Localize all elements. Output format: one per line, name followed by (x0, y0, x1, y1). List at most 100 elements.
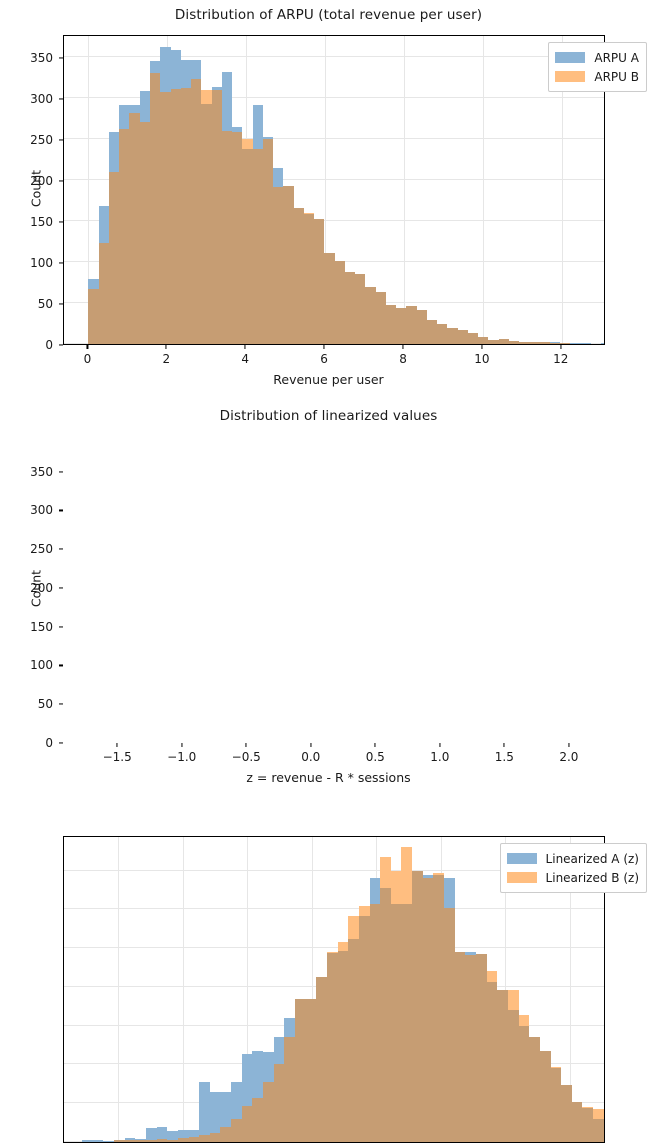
histogram-bar (199, 1082, 210, 1142)
histogram-bar (467, 332, 479, 344)
histogram-bar (262, 138, 274, 344)
histogram-bar (180, 88, 191, 344)
gridline-horizontal (64, 96, 604, 98)
legend-item-arpu-b[interactable]: ARPU B (555, 67, 639, 86)
legend-item-arpu-a[interactable]: ARPU A (555, 48, 639, 67)
histogram-bar (211, 89, 222, 344)
histogram-bar (326, 952, 338, 1142)
histogram-bar (529, 342, 540, 344)
histogram-bar (550, 1067, 562, 1142)
x-axis-tick-mark (560, 345, 562, 349)
histogram-bar (344, 271, 356, 344)
histogram-bar (601, 343, 604, 344)
histogram-bar (348, 938, 359, 1142)
histogram-bars-arpu (64, 36, 604, 344)
histogram-bar (303, 214, 315, 344)
x-axis-tick-mark (244, 345, 246, 349)
legend-item-linearized-b[interactable]: Linearized B (z) (506, 868, 639, 887)
histogram-bar (426, 320, 438, 344)
histogram-bar (108, 171, 120, 344)
histogram-bar (571, 1101, 583, 1142)
x-axis-tick-label: 8 (399, 352, 407, 366)
histogram-bar (355, 274, 366, 344)
histogram-bar (454, 952, 466, 1142)
figure-canvas: Distribution of ARPU (total revenue per … (29, 7, 647, 1143)
x-axis-tick-label: 2 (162, 352, 171, 366)
histogram-bar (486, 982, 498, 1142)
histogram-bar (539, 1051, 551, 1142)
x-axis-label-linearized: z = revenue - R * sessions (246, 770, 411, 785)
y-axis-tick-mark (59, 664, 63, 667)
histogram-bar (139, 121, 150, 344)
histogram-bar (508, 340, 520, 344)
x-axis-tick-mark (503, 743, 505, 747)
histogram-bar (263, 1082, 274, 1142)
x-axis-tick-mark (568, 743, 570, 747)
gridline-vertical (482, 36, 484, 344)
y-axis-tick-mark (59, 703, 63, 705)
histogram-bar (433, 875, 445, 1142)
histogram-bar (582, 1107, 594, 1142)
histogram-bar (305, 999, 317, 1142)
x-axis-tick-mark (181, 743, 183, 747)
histogram-bar (156, 1138, 168, 1142)
histogram-bar (314, 218, 325, 344)
gridline-vertical (325, 36, 327, 344)
x-axis-tick-label: 0.0 (301, 750, 321, 764)
histogram-bar (422, 877, 434, 1142)
y-axis-tick-mark (59, 139, 63, 141)
histogram-bar (337, 951, 349, 1142)
y-axis-tick-mark (59, 221, 63, 223)
y-axis-tick-mark (59, 57, 63, 59)
histogram-bar (167, 1139, 178, 1142)
histogram-bar (232, 131, 243, 344)
x-axis-tick-label: 0.5 (365, 750, 385, 764)
legend-swatch-linearized-a (506, 853, 537, 864)
legend-linearized[interactable]: Linearized A (z) Linearized B (z) (499, 843, 647, 893)
y-axis-tick-label: 200 (30, 580, 53, 595)
histogram-bar (273, 1064, 285, 1142)
x-axis-tick-label: 0 (83, 352, 92, 366)
histogram-bar (488, 339, 499, 344)
x-axis-tick-mark (374, 743, 376, 747)
x-axis-tick-mark (310, 743, 312, 747)
histogram-bar (149, 73, 161, 344)
legend-label-arpu-a: ARPU A (594, 50, 639, 65)
x-axis-tick-mark (86, 345, 88, 349)
histogram-bar (385, 304, 397, 344)
histogram-bar (498, 339, 509, 344)
y-axis-tick-label: 300 (30, 503, 53, 518)
histogram-bar (231, 1118, 242, 1142)
x-axis-tick-mark (323, 345, 325, 349)
histogram-bar (124, 1139, 136, 1142)
x-axis-tick-mark (439, 743, 441, 747)
y-axis-tick-label: 100 (30, 658, 53, 673)
histogram-bar (380, 887, 391, 1142)
legend-arpu[interactable]: ARPU A ARPU B (548, 42, 647, 92)
gridline-vertical (404, 36, 406, 344)
legend-swatch-arpu-b (555, 71, 586, 82)
histogram-bar (369, 904, 381, 1142)
y-axis-tick-mark (59, 626, 63, 628)
histogram-bar (358, 915, 370, 1142)
plot-area-arpu (63, 35, 605, 345)
histogram-bar (191, 79, 202, 344)
histogram-bar (539, 342, 550, 344)
histogram-bar (114, 1139, 125, 1142)
histogram-bar (396, 307, 407, 344)
histogram-bar (201, 103, 212, 344)
histogram-bar (221, 130, 233, 344)
x-axis-tick-label: 6 (320, 352, 328, 366)
legend-item-linearized-a[interactable]: Linearized A (z) (506, 849, 639, 868)
histogram-bar (252, 1097, 264, 1142)
x-axis-tick-label: 4 (241, 352, 250, 366)
y-axis-tick-label: 50 (37, 296, 53, 311)
x-axis-tick-label: −0.5 (231, 750, 261, 764)
y-axis-tick-label: 150 (30, 619, 53, 634)
histogram-bar (457, 330, 468, 344)
histogram-bar (465, 955, 476, 1142)
x-axis-tick-label: 1.5 (494, 750, 514, 764)
x-axis-tick-mark (402, 345, 404, 349)
histogram-bar (529, 1037, 540, 1142)
histogram-bar (406, 306, 417, 344)
